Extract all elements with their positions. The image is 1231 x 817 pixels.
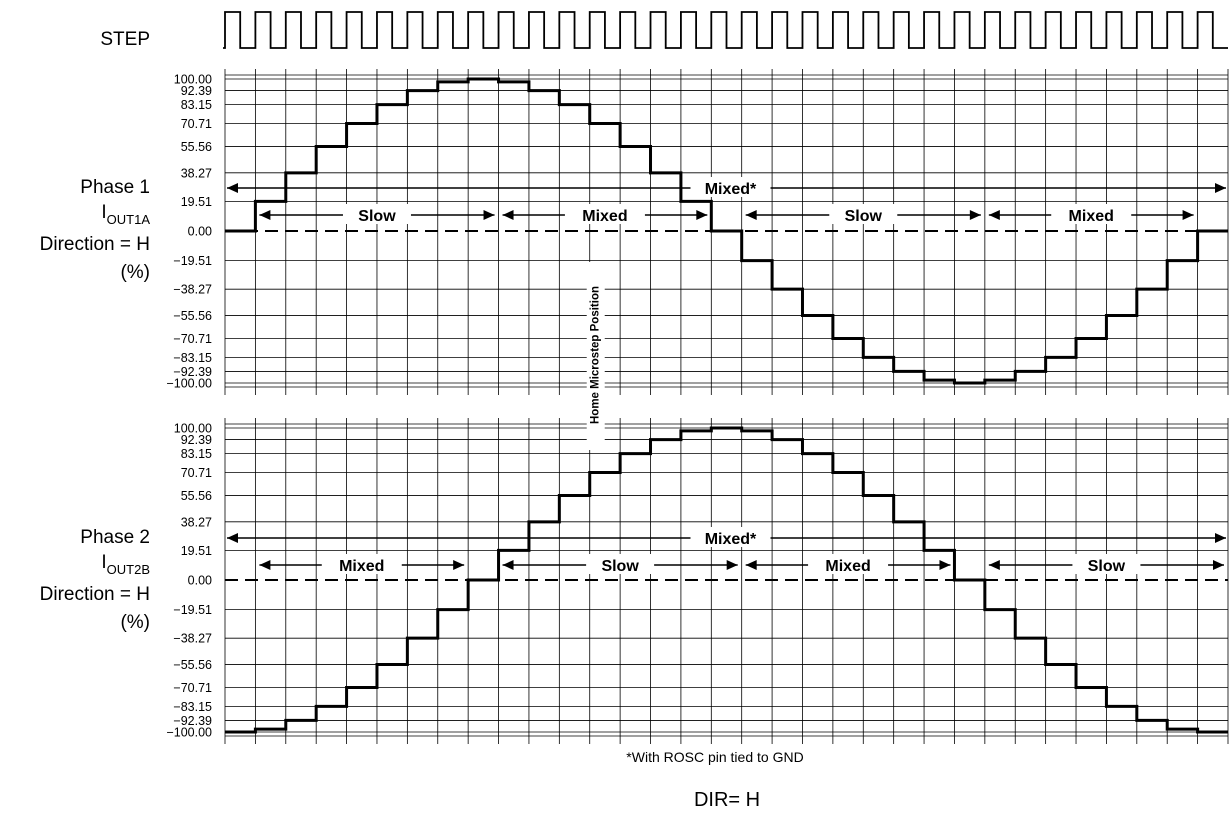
y-tick-label: −70.71	[173, 681, 212, 695]
phase2-horizontal-grid	[225, 423, 1228, 737]
arrowhead	[988, 560, 1000, 570]
y-tick-label: −83.15	[173, 351, 212, 365]
y-tick-label: −19.51	[173, 254, 212, 268]
arrowhead	[745, 560, 757, 570]
label-background	[692, 177, 769, 197]
phase2-current-name: IOUT2B	[101, 552, 150, 577]
phase2-mixed-star-arrow: Mixed*	[227, 527, 1226, 548]
y-tick-label: −38.27	[173, 283, 212, 297]
y-tick-label: 38.27	[181, 515, 212, 529]
arrowhead	[1215, 183, 1226, 193]
home-microstep-marker: Home Microstep Position	[586, 262, 605, 450]
y-tick-label: 0.00	[188, 574, 212, 588]
step-label: STEP	[100, 29, 150, 50]
arrowhead	[745, 210, 757, 220]
arrowhead	[453, 560, 465, 570]
y-tick-label: −38.27	[173, 632, 212, 646]
phase2-axis-label: Phase 2 IOUT2B Direction = H (%)	[40, 527, 150, 633]
footnote: *With ROSC pin tied to GND	[626, 749, 803, 765]
home-label-background	[586, 262, 605, 450]
label-background	[831, 204, 896, 224]
decay-region-label: Mixed	[825, 558, 870, 575]
y-tick-label: 83.15	[181, 447, 212, 461]
y-tick-label: 100.00	[174, 422, 212, 436]
home-microstep-label: Home Microstep Position	[590, 286, 602, 424]
label-background	[323, 554, 400, 574]
label-background	[566, 204, 643, 224]
phase1-current-name: IOUT1A	[101, 202, 150, 227]
mixed-star-label: Mixed*	[705, 531, 757, 548]
mixed-star-label: Mixed*	[705, 181, 757, 198]
arrowhead	[227, 533, 238, 543]
y-tick-label: 0.00	[188, 225, 212, 239]
decay-region-label: Slow	[1088, 558, 1126, 575]
label-background	[810, 554, 887, 574]
y-tick-label: −100.00	[166, 377, 212, 391]
phase2-decay-regions: Mixed Slow Mixed Slow	[259, 554, 1224, 575]
decay-region-label: Slow	[601, 558, 639, 575]
arrowhead	[1213, 560, 1224, 570]
y-tick-label: 19.51	[181, 195, 212, 209]
y-tick-label: 92.39	[181, 84, 212, 98]
y-tick-label: 19.51	[181, 544, 212, 558]
arrowhead	[502, 210, 514, 220]
arrowhead	[227, 183, 238, 193]
arrowhead	[1182, 210, 1194, 220]
y-tick-label: 83.15	[181, 98, 212, 112]
decay-region-label: Slow	[845, 208, 883, 225]
arrowhead	[726, 560, 738, 570]
label-background	[344, 204, 409, 224]
y-tick-label: −70.71	[173, 332, 212, 346]
y-tick-label: 55.56	[181, 489, 212, 503]
arrowhead	[988, 210, 1000, 220]
y-tick-label: 70.71	[181, 117, 212, 131]
y-tick-label: 92.39	[181, 433, 212, 447]
phase2-title: Phase 2	[80, 527, 150, 548]
decay-region-label: Mixed	[339, 558, 384, 575]
dir-label: DIR= H	[694, 789, 760, 811]
phase1-axis-label: Phase 1 IOUT1A Direction = H (%)	[40, 177, 151, 283]
label-background	[1074, 554, 1139, 574]
phase1-mixed-star-arrow: Mixed*	[227, 177, 1226, 198]
arrowhead	[969, 210, 981, 220]
phase1-direction: Direction = H	[40, 234, 150, 255]
label-background	[1053, 204, 1130, 224]
y-tick-label: 70.71	[181, 466, 212, 480]
arrowhead	[502, 560, 514, 570]
decay-region-label: Slow	[358, 208, 396, 225]
y-tick-label: 55.56	[181, 140, 212, 154]
y-tick-label: −55.56	[173, 658, 212, 672]
y-tick-label: −83.15	[173, 700, 212, 714]
arrowhead	[939, 560, 951, 570]
phase1-decay-regions: Slow Mixed Slow Mixed	[259, 204, 1194, 225]
phase2-current-waveform	[225, 426, 1228, 734]
arrowhead	[259, 560, 271, 570]
arrowhead	[696, 210, 708, 220]
phase2-direction: Direction = H	[40, 584, 150, 605]
phase1-current-waveform	[225, 77, 1228, 385]
y-tick-label: 100.00	[174, 73, 212, 87]
arrowhead	[483, 210, 495, 220]
y-tick-label: 38.27	[181, 166, 212, 180]
arrowhead	[1215, 533, 1226, 543]
decay-region-label: Mixed	[582, 208, 627, 225]
label-background	[692, 527, 769, 547]
step-pulse-train	[223, 11, 1228, 49]
arrowhead	[259, 210, 271, 220]
y-tick-label: −55.56	[173, 309, 212, 323]
label-background	[588, 554, 653, 574]
phase1-title: Phase 1	[80, 177, 150, 198]
y-tick-label: −100.00	[166, 726, 212, 740]
y-tick-label: −19.51	[173, 603, 212, 617]
phase2-unit: (%)	[120, 612, 150, 633]
y-tick-label: −92.39	[173, 365, 212, 379]
y-tick-label: −92.39	[173, 714, 212, 728]
decay-region-label: Mixed	[1069, 208, 1114, 225]
phase1-unit: (%)	[120, 262, 150, 283]
